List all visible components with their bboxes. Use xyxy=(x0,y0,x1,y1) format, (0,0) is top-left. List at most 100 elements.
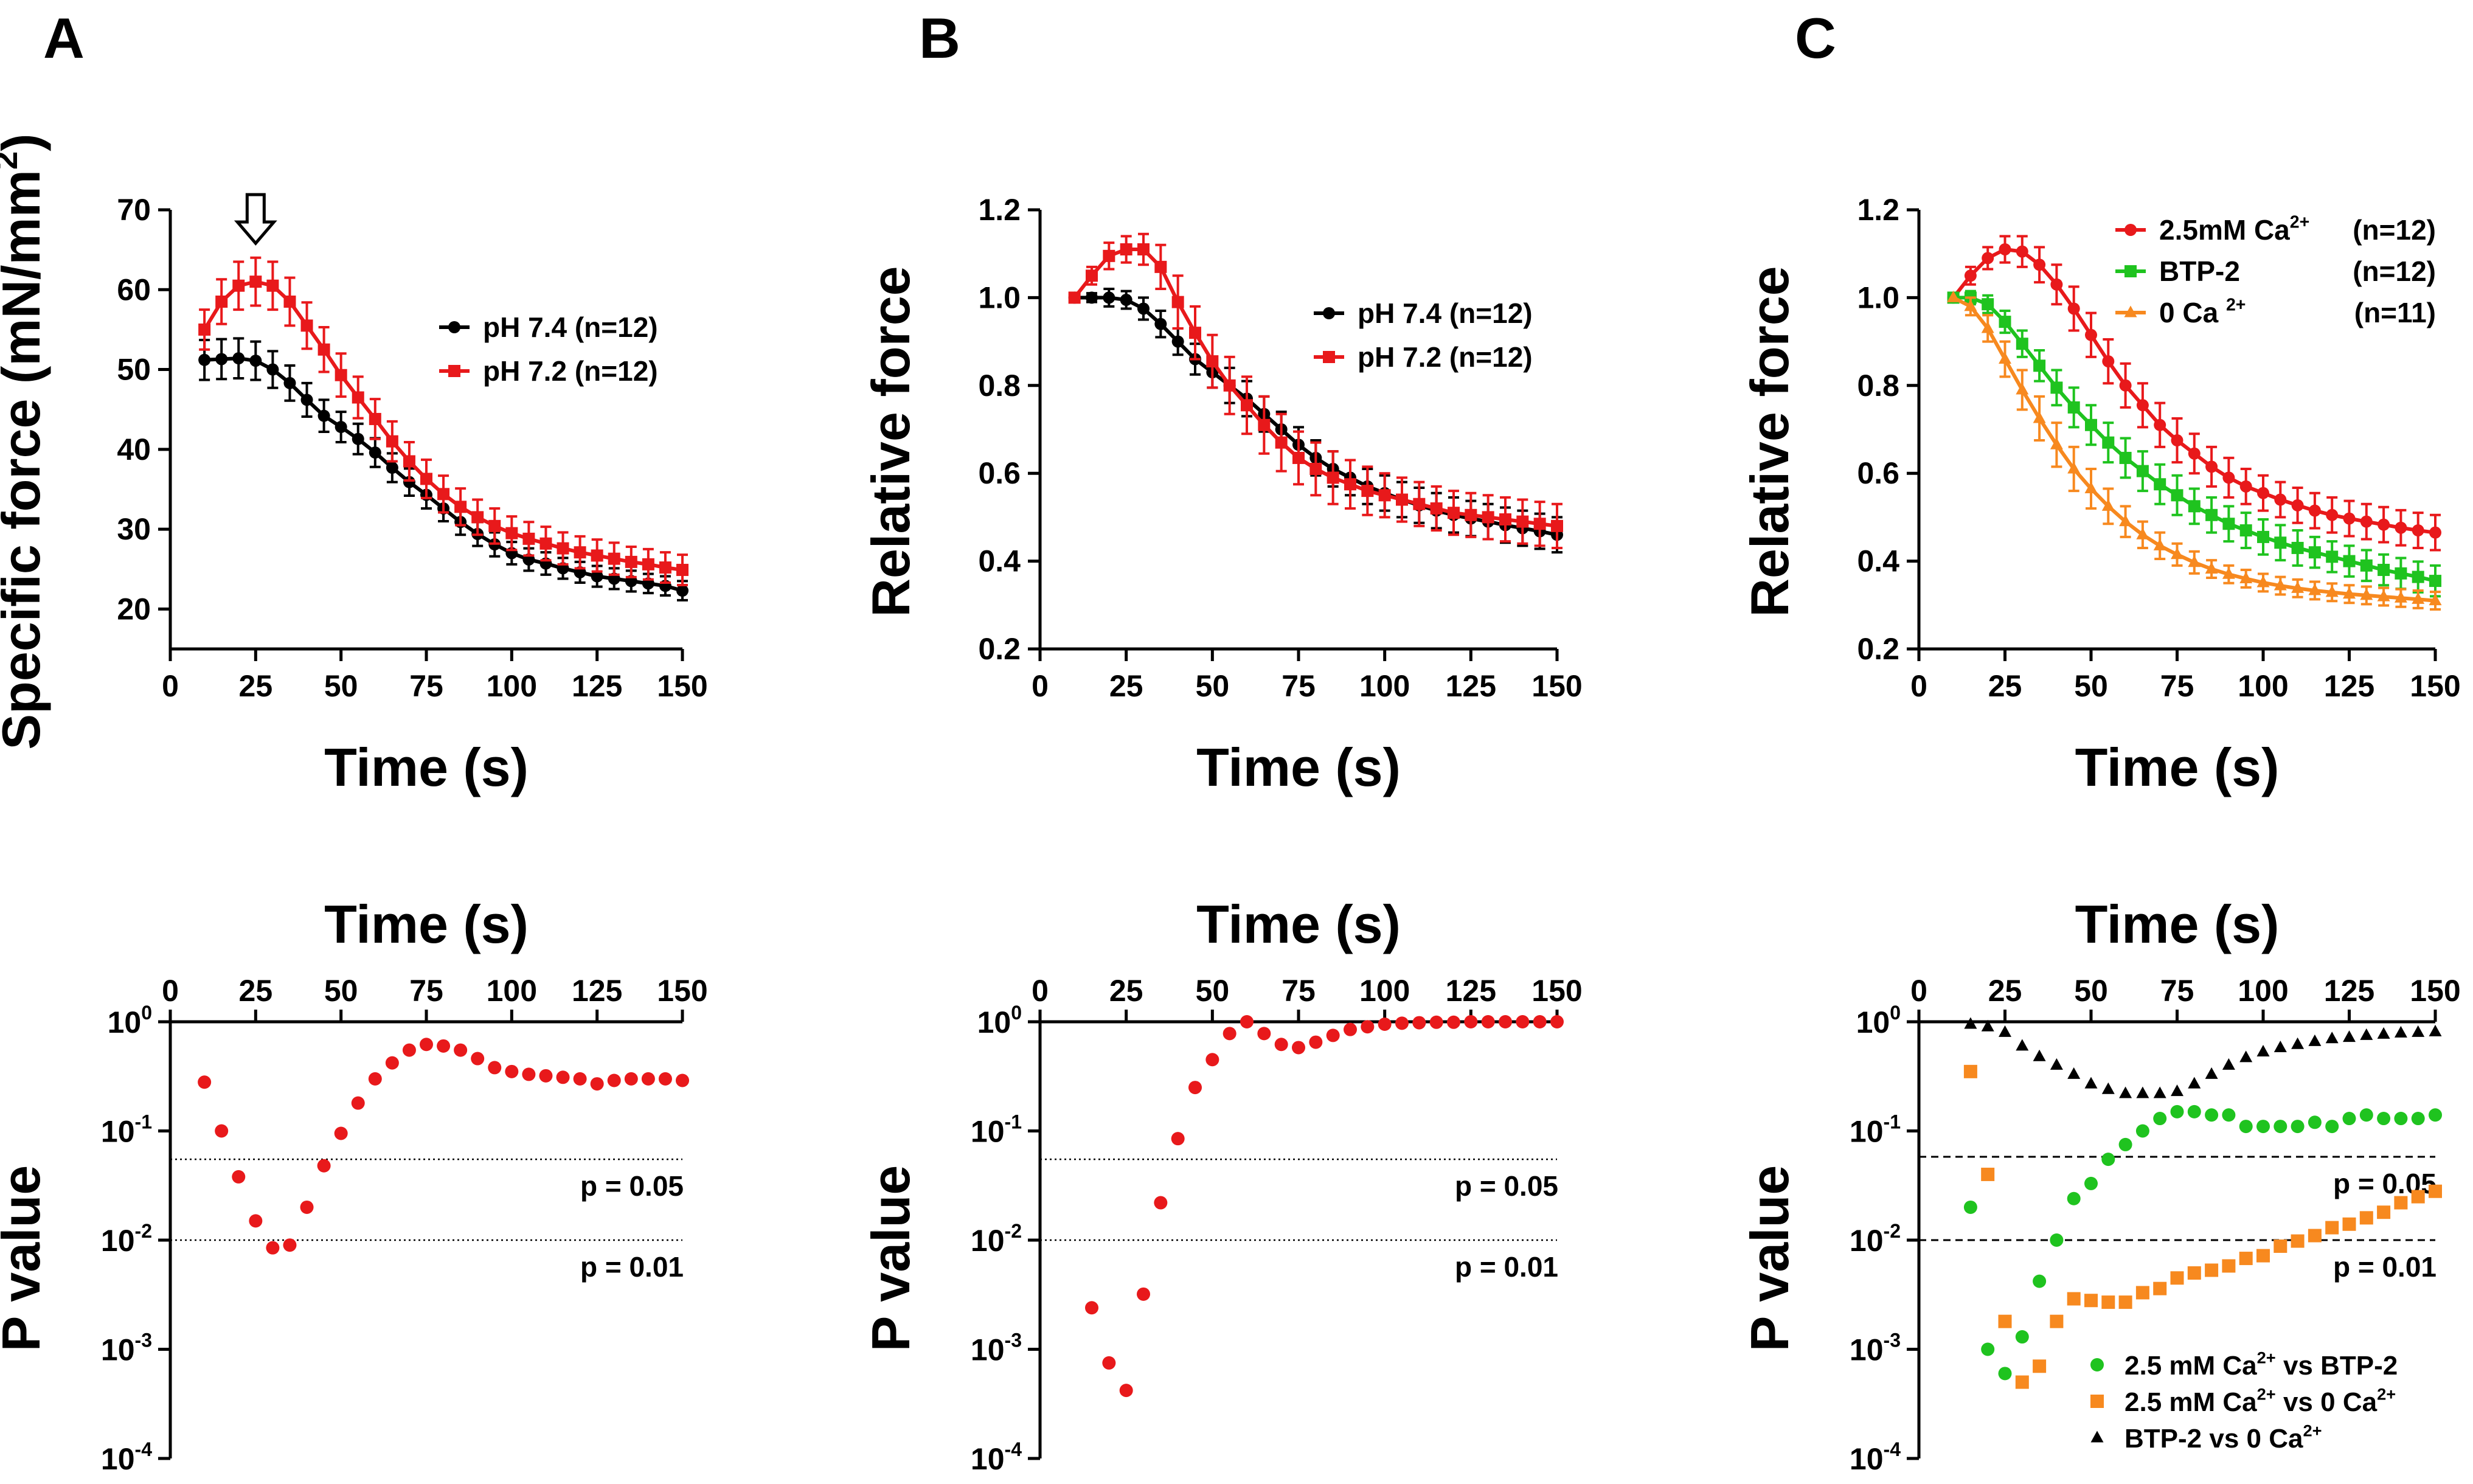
data-point xyxy=(2222,471,2235,484)
legend-marker xyxy=(2090,1430,2104,1443)
tick-exponent: -4 xyxy=(1005,1438,1022,1460)
data-point xyxy=(1275,436,1288,449)
data-point xyxy=(2412,570,2424,583)
superscript: 2+ xyxy=(2226,296,2246,315)
legend-marker xyxy=(448,365,460,377)
data-point xyxy=(1274,1038,1288,1052)
data-point xyxy=(1999,352,2011,364)
legend-n: (n=12) xyxy=(2353,214,2436,246)
data-point xyxy=(1551,519,1563,532)
data-point xyxy=(2050,1233,2064,1247)
series-1 xyxy=(1963,1064,2442,1389)
data-point xyxy=(2136,527,2149,539)
data-point xyxy=(351,1096,365,1110)
legend-marker xyxy=(448,321,460,333)
data-point xyxy=(2394,1025,2407,1038)
data-point xyxy=(2101,1082,2115,1094)
data-point xyxy=(2153,1112,2167,1126)
data-point xyxy=(300,394,313,406)
data-point xyxy=(403,455,415,468)
data-point xyxy=(2429,594,2442,606)
data-point xyxy=(454,501,467,513)
data-point xyxy=(2222,1058,2235,1070)
data-point xyxy=(2274,1040,2287,1052)
data-point xyxy=(1361,1020,1375,1034)
data-point xyxy=(625,555,637,568)
text-part: vs BTP-2 xyxy=(2276,1351,2398,1381)
data-point xyxy=(2274,536,2287,549)
legend-marker xyxy=(1323,307,1335,319)
data-point xyxy=(676,1073,689,1087)
data-point xyxy=(2119,379,2132,392)
x-tick-label: 25 xyxy=(239,974,273,1008)
x-tick-label: 100 xyxy=(487,669,537,703)
x-tick-label: 75 xyxy=(1282,974,1316,1008)
superscript: 2+ xyxy=(2290,213,2310,232)
data-point xyxy=(2360,559,2373,572)
data-point xyxy=(2084,1176,2098,1190)
panel-letter-a: A xyxy=(43,6,85,70)
data-point xyxy=(2256,1249,2270,1263)
data-point xyxy=(2205,508,2218,521)
data-point xyxy=(1344,478,1356,491)
data-point xyxy=(1361,485,1374,498)
data-point xyxy=(2291,1037,2305,1049)
data-point xyxy=(2136,399,2149,412)
threshold-label: p = 0.01 xyxy=(1455,1251,1558,1283)
data-point xyxy=(1963,1064,1977,1078)
data-point xyxy=(1378,489,1391,502)
x-tick-label: 150 xyxy=(657,669,707,703)
x-tick-label: 25 xyxy=(1988,974,2022,1008)
data-point xyxy=(2016,245,2028,258)
data-point xyxy=(352,391,364,404)
x-tick-label: 125 xyxy=(572,974,622,1008)
data-point xyxy=(2188,447,2201,460)
data-point xyxy=(1396,493,1408,506)
data-point xyxy=(590,1077,604,1091)
threshold-label: p = 0.05 xyxy=(580,1170,684,1202)
x-tick-label: 75 xyxy=(2160,974,2194,1008)
data-point xyxy=(1137,1287,1150,1301)
data-point xyxy=(2359,1108,2373,1122)
data-point xyxy=(2325,585,2339,597)
data-point xyxy=(2359,1211,2373,1225)
data-point xyxy=(403,476,415,488)
data-point xyxy=(1344,1022,1357,1036)
x-tick-label: 100 xyxy=(2238,669,2288,703)
data-point xyxy=(369,412,381,425)
data-point xyxy=(2239,571,2253,583)
tick-base: 10 xyxy=(1850,1115,1884,1149)
data-point xyxy=(1964,269,1977,282)
legend-label: 2.5 mM Ca2+ vs BTP-2 xyxy=(2124,1348,2398,1381)
data-point xyxy=(1947,290,1960,302)
data-point xyxy=(1999,243,2011,255)
data-point xyxy=(2239,480,2252,493)
data-point xyxy=(2291,499,2304,511)
text-part: BTP-2 vs 0 Ca xyxy=(2124,1424,2303,1454)
legend-item: pH 7.4 (n=12) xyxy=(1314,297,1533,329)
data-point xyxy=(198,323,211,336)
data-point xyxy=(420,1038,433,1052)
x-tick-label: 25 xyxy=(1109,974,1143,1008)
data-point xyxy=(2118,1295,2132,1309)
data-point xyxy=(2291,541,2304,554)
x-tick-label: 50 xyxy=(2074,974,2108,1008)
data-point xyxy=(1981,1019,1994,1032)
y-tick-label: 10-1 xyxy=(101,1111,152,1149)
data-point xyxy=(2084,1077,2098,1089)
data-point xyxy=(2325,1221,2339,1235)
y-tick-label: 1.0 xyxy=(1857,280,1899,314)
x-axis-label: Time (s) xyxy=(324,737,529,797)
data-point xyxy=(2101,1153,2115,1167)
data-point xyxy=(2378,518,2390,531)
data-point xyxy=(2085,418,2097,431)
data-point xyxy=(2170,1271,2184,1285)
data-point xyxy=(2136,465,2149,477)
data-point xyxy=(2136,1086,2149,1098)
data-point xyxy=(2050,278,2063,291)
data-point xyxy=(676,584,688,597)
data-point xyxy=(2394,591,2407,603)
tick-exponent: -4 xyxy=(1884,1438,1901,1460)
data-point xyxy=(624,1072,638,1086)
text-part: 0 Ca xyxy=(2159,297,2226,328)
